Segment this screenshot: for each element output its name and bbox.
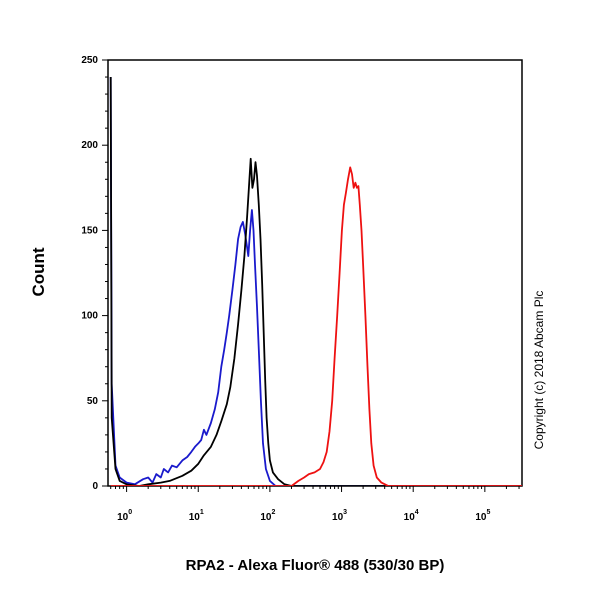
y-tick-label: 100 xyxy=(81,311,98,322)
x-tick-label: 104 xyxy=(404,509,419,523)
x-tick-label: 102 xyxy=(260,509,275,523)
x-tick-label: 101 xyxy=(189,509,204,523)
y-tick-label: 50 xyxy=(87,396,99,407)
y-axis-title: Count xyxy=(29,247,48,296)
copyright-annotation: Copyright (c) 2018 Abcam Plc xyxy=(532,291,546,450)
plot-frame xyxy=(107,59,523,487)
series-group xyxy=(109,76,522,486)
x-tick-label: 103 xyxy=(332,509,347,523)
x-tick-label: 105 xyxy=(475,509,490,523)
y-tick-label: 150 xyxy=(81,225,98,236)
series-line-black xyxy=(109,76,522,486)
series-line-blue xyxy=(109,76,522,486)
x-axis-title: RPA2 - Alexa Fluor® 488 (530/30 BP) xyxy=(186,557,445,574)
x-tick-label: 100 xyxy=(117,509,132,523)
y-axis-ticks: 0 50 100 150 200 250 xyxy=(81,55,108,492)
y-tick-label: 250 xyxy=(81,55,98,66)
y-tick-label: 200 xyxy=(81,140,98,151)
y-tick-label: 0 xyxy=(92,481,98,492)
series-line-red xyxy=(110,166,522,486)
x-axis-ticks: 100 101 102 103 104 105 xyxy=(110,486,520,523)
